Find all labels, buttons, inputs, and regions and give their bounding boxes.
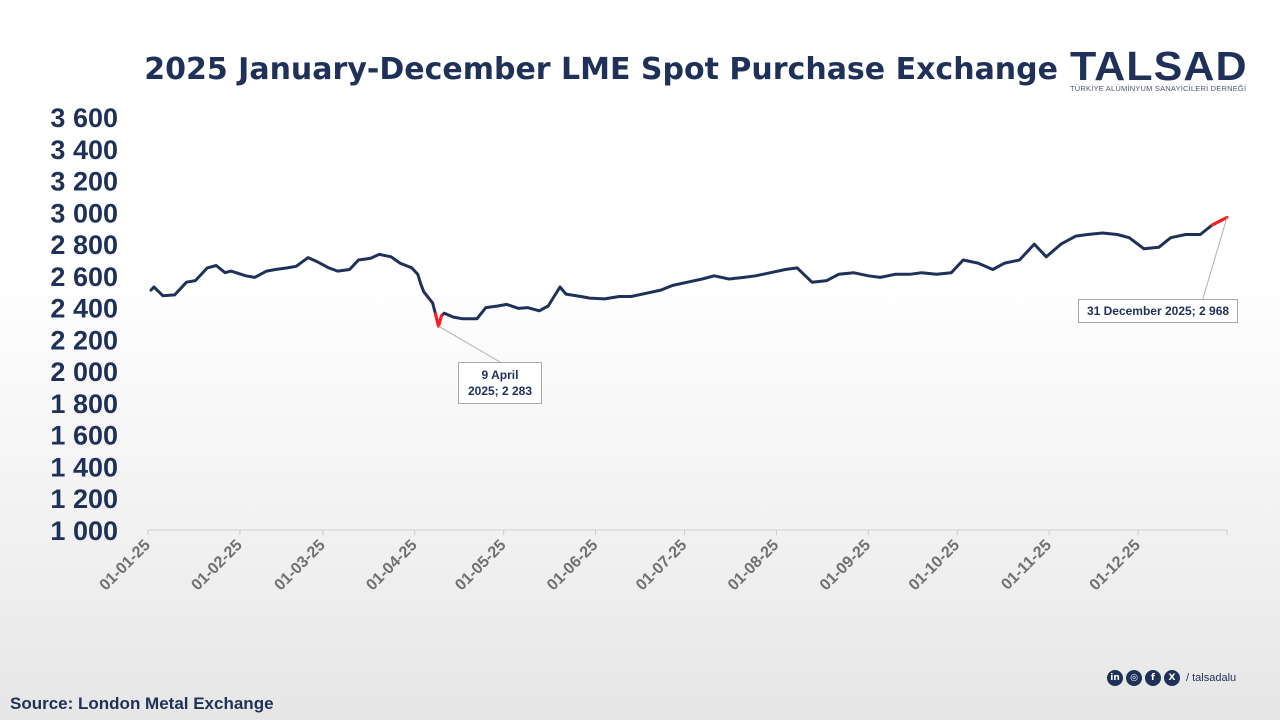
y-tick-label: 1 400 <box>50 452 118 482</box>
highlight-segment <box>1210 215 1229 227</box>
logo-subtitle: TÜRKİYE ALÜMİNYUM SANAYİCİLERİ DERNEĞİ <box>1070 84 1247 93</box>
x-tick-label: 01-04-25 <box>363 537 420 594</box>
y-tick-label: 1 200 <box>50 484 118 514</box>
y-tick-label: 1 800 <box>50 389 118 419</box>
annotation-min-line-1: 9 April <box>481 368 519 382</box>
x-tick-label: 01-05-25 <box>452 537 509 594</box>
y-tick-label: 3 200 <box>50 167 118 197</box>
annotation-last-callout: 31 December 2025; 2 968 <box>1078 299 1238 323</box>
y-tick-label: 1 600 <box>50 421 118 451</box>
y-tick-label: 1 000 <box>50 516 118 546</box>
annotation-min-callout: 9 April 2025; 2 283 <box>458 362 542 404</box>
instagram-icon[interactable]: ◎ <box>1126 670 1142 686</box>
source-note: Source: London Metal Exchange <box>10 694 274 713</box>
facebook-icon[interactable]: f <box>1145 670 1161 686</box>
y-tick-label: 2 600 <box>50 262 118 292</box>
x-tick-label: 01-09-25 <box>817 537 874 594</box>
y-tick-label: 3 600 <box>50 103 118 133</box>
annotation-min-line-2: 2025; 2 283 <box>467 384 533 398</box>
annotation-leader <box>438 325 501 363</box>
x-tick-label: 01-03-25 <box>271 537 328 594</box>
x-tick-label: 01-10-25 <box>906 537 963 594</box>
x-tick-label: 01-07-25 <box>633 537 690 594</box>
annotation-leaders <box>438 217 1228 363</box>
x-tick-label: 01-08-25 <box>725 537 782 594</box>
x-tick-label: 01-02-25 <box>188 537 245 594</box>
y-tick-label: 2 200 <box>50 325 118 355</box>
y-tick-label: 3 400 <box>50 135 118 165</box>
highlight-segment <box>434 312 443 328</box>
linkedin-icon[interactable]: in <box>1107 670 1123 686</box>
y-tick-label: 3 000 <box>50 198 118 228</box>
logo-word: TALSAD <box>1070 43 1248 89</box>
annotation-leader <box>1202 217 1228 300</box>
series-line <box>149 215 1229 328</box>
y-tick-label: 2 800 <box>50 230 118 260</box>
x-tick-label: 01-11-25 <box>998 537 1055 594</box>
chart-title: 2025 January-December LME Spot Purchase … <box>144 52 1058 87</box>
x-icon[interactable]: X <box>1164 670 1180 686</box>
social-handle[interactable]: / talsadalu <box>1186 672 1237 684</box>
talsad-logo: TALSAD TÜRKİYE ALÜMİNYUM SANAYİCİLERİ DE… <box>1068 44 1247 94</box>
y-tick-label: 2 000 <box>50 357 118 387</box>
x-tick-label: 01-12-25 <box>1087 537 1144 594</box>
series-lme-spot <box>149 215 1229 328</box>
y-tick-label: 2 400 <box>50 294 118 324</box>
x-axis: 01-01-25 01-02-25 01-03-25 01-04-25 01-05-25… <box>97 529 1228 594</box>
x-tick-label: 01-06-25 <box>544 537 601 594</box>
social-links: in ◎ f X / talsadalu <box>1107 669 1236 687</box>
